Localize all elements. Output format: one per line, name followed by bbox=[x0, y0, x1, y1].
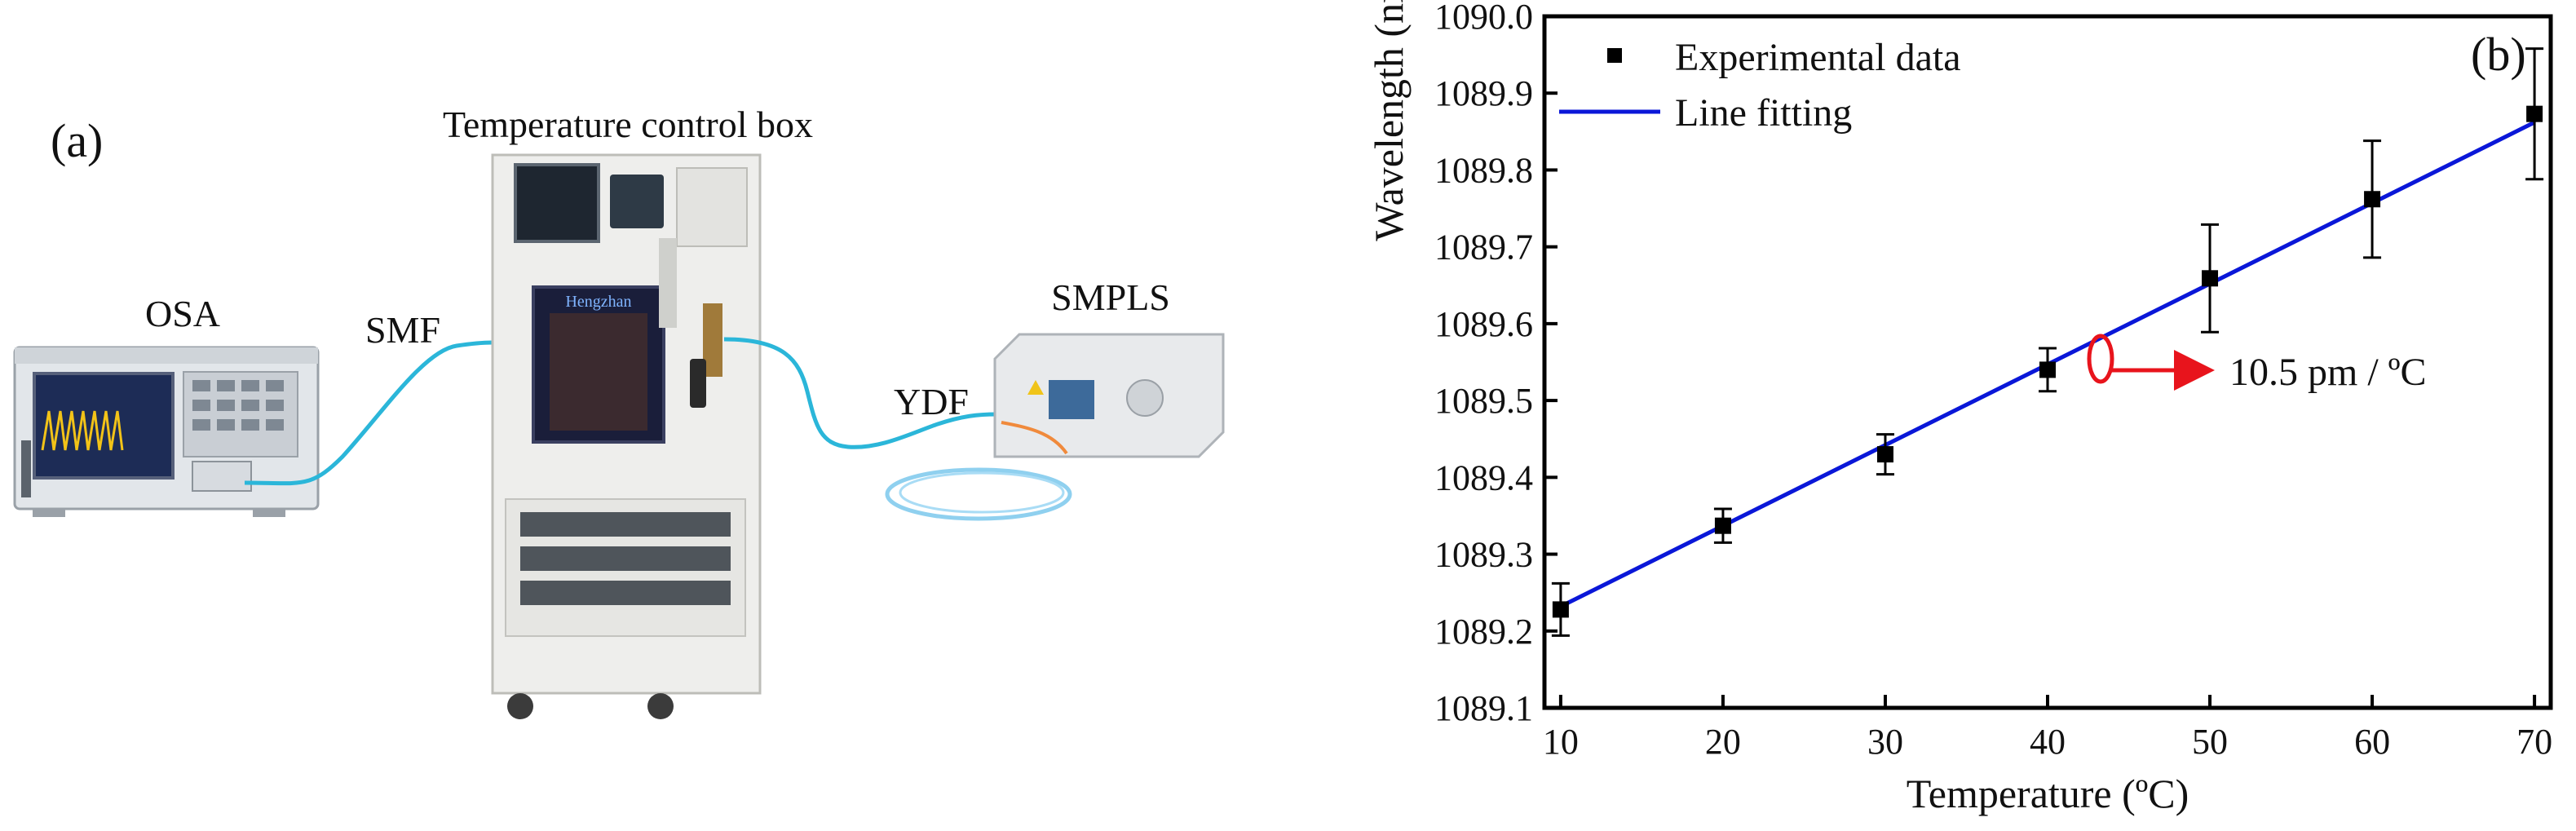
y-tick-label: 1089.9 bbox=[1434, 73, 1533, 113]
panel-b-label: (b) bbox=[2471, 28, 2526, 81]
x-tick-label: 20 bbox=[1705, 722, 1741, 762]
panel-a-label: (a) bbox=[51, 114, 103, 167]
y-tick-label: 1090.0 bbox=[1434, 0, 1533, 37]
y-tick-label: 1089.5 bbox=[1434, 381, 1533, 421]
y-tick-label: 1089.3 bbox=[1434, 535, 1533, 575]
setup-panel: (a) OSA SMF bbox=[13, 104, 1225, 719]
x-tick-label: 10 bbox=[1543, 722, 1579, 762]
y-tick-label: 1089.7 bbox=[1434, 228, 1533, 267]
data-points-layer bbox=[1551, 47, 2544, 637]
chart-panel: 1089.1 1089.2 1089.3 1089.4 1089.5 1089.6 1089… bbox=[1366, 0, 2553, 816]
data-point bbox=[1714, 517, 1731, 534]
data-point bbox=[2202, 270, 2219, 287]
y-tick-label: 1089.6 bbox=[1434, 304, 1533, 344]
data-point bbox=[1876, 446, 1893, 463]
y-tick-label: 1089.1 bbox=[1434, 688, 1533, 728]
smpls-source bbox=[993, 333, 1225, 458]
ydf-fiber bbox=[723, 337, 997, 449]
x-tick-label: 60 bbox=[2354, 722, 2390, 762]
osa-label: OSA bbox=[145, 293, 220, 334]
smpls-label: SMPLS bbox=[1051, 276, 1170, 318]
legend-label-experimental: Experimental data bbox=[1675, 36, 1961, 79]
legend-label-fit: Line fitting bbox=[1675, 91, 1852, 135]
osa-instrument bbox=[13, 346, 320, 517]
y-axis-title: Wavelength (nm) bbox=[1366, 0, 1412, 241]
slope-annotation: 10.5 pm / ºC bbox=[2087, 334, 2427, 394]
legend: Experimental data Line fitting bbox=[1559, 36, 1961, 135]
y-tick-label: 1089.4 bbox=[1434, 457, 1533, 497]
data-point bbox=[1552, 601, 1569, 618]
chamber-brand: Hengzhan bbox=[565, 293, 631, 311]
y-tick-label: 1089.8 bbox=[1434, 150, 1533, 190]
smf-fiber bbox=[244, 340, 493, 486]
x-axis-title: Temperature (ºC) bbox=[1907, 771, 2189, 816]
x-tick-label: 30 bbox=[1867, 722, 1903, 762]
data-point bbox=[2526, 105, 2543, 122]
fiber-coil-inner bbox=[899, 471, 1065, 514]
annotation-circle bbox=[2087, 334, 2114, 384]
x-axis-ticks: 10 20 30 40 50 60 70 bbox=[1543, 695, 2552, 762]
smf-label: SMF bbox=[365, 309, 440, 351]
y-axis-ticks: 1089.1 1089.2 1089.3 1089.4 1089.5 1089.6 1089… bbox=[1434, 0, 1558, 728]
fiber-coil bbox=[885, 467, 1072, 521]
y-tick-label: 1089.2 bbox=[1434, 612, 1533, 652]
ydf-label: YDF bbox=[894, 381, 969, 422]
data-point bbox=[2039, 361, 2056, 378]
legend-marker-experimental bbox=[1607, 48, 1622, 63]
x-tick-label: 50 bbox=[2192, 722, 2228, 762]
patch-cord bbox=[1001, 421, 1068, 455]
temperature-chamber: Hengzhan bbox=[491, 153, 762, 719]
annotation-text: 10.5 pm / ºC bbox=[2229, 351, 2427, 394]
x-tick-label: 70 bbox=[2516, 722, 2552, 762]
data-point bbox=[2364, 191, 2381, 208]
x-tick-label: 40 bbox=[2030, 722, 2066, 762]
chamber-label: Temperature control box bbox=[443, 104, 813, 145]
